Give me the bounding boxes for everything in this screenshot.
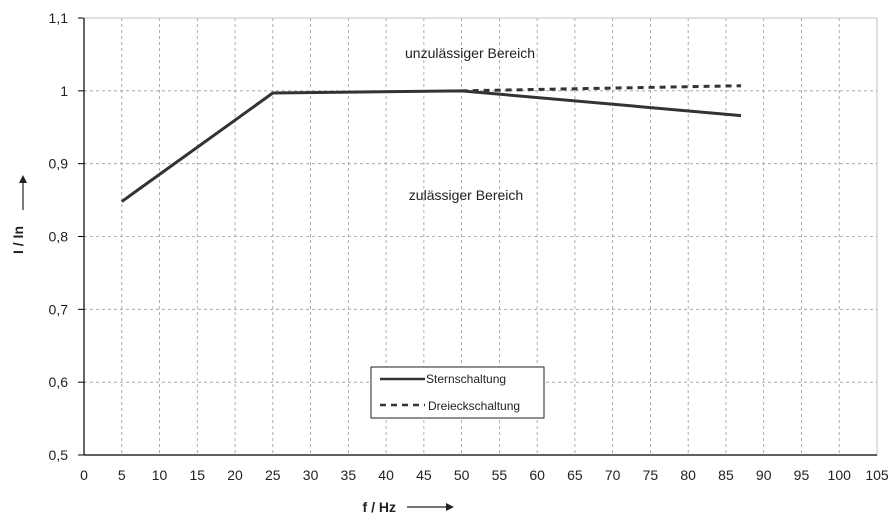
x-axis-arrow-icon <box>407 503 454 511</box>
x-tick-label: 75 <box>643 467 659 483</box>
y-tick-labels: 0,5 0,6 0,7 0,8 0,9 1 1,1 <box>49 10 69 463</box>
x-tick-label: 85 <box>718 467 734 483</box>
x-tick-label: 20 <box>227 467 243 483</box>
y-tick-label: 1,1 <box>49 10 69 26</box>
x-tick-label: 55 <box>492 467 508 483</box>
x-tick-label: 105 <box>865 467 889 483</box>
x-tick-label: 45 <box>416 467 432 483</box>
y-axis-arrow-icon <box>19 175 27 210</box>
x-tick-label: 15 <box>189 467 205 483</box>
legend-box <box>370 366 545 419</box>
x-axis-label: f / Hz <box>363 499 396 515</box>
annotation-zulaessig: zulässiger Bereich <box>409 187 523 203</box>
y-axis-title: I / In <box>10 175 27 254</box>
y-tick-label: 0,8 <box>49 229 69 245</box>
legend: Sternschaltung Dreieckschaltung <box>370 366 545 419</box>
x-tick-label: 25 <box>265 467 281 483</box>
series-lines <box>120 84 742 203</box>
x-tick-label: 50 <box>454 467 470 483</box>
x-tick-label: 95 <box>794 467 810 483</box>
series-line-dreieckschaltung <box>461 84 742 93</box>
x-tick-label: 10 <box>152 467 168 483</box>
y-tick-label: 1 <box>60 83 68 99</box>
series-line-sternschaltung <box>120 89 742 203</box>
x-tick-label: 80 <box>680 467 696 483</box>
legend-label-dreieckschaltung: Dreieckschaltung <box>428 399 520 413</box>
x-tick-label: 100 <box>828 467 852 483</box>
y-tick-label: 0,9 <box>49 156 69 172</box>
y-tick-label: 0,7 <box>49 301 69 317</box>
x-tick-label: 30 <box>303 467 319 483</box>
x-tick-label: 65 <box>567 467 583 483</box>
annotation-unzulaessig: unzulässiger Bereich <box>405 45 535 61</box>
y-tick-label: 0,6 <box>49 374 69 390</box>
y-axis-label: I / In <box>10 226 26 254</box>
x-tick-labels: 0 5 10 15 20 25 30 35 40 45 50 55 60 65 70 75 80 85 90 95 10… <box>80 467 889 483</box>
x-tick-label: 70 <box>605 467 621 483</box>
legend-label-sternschaltung: Sternschaltung <box>426 372 506 386</box>
x-tick-label: 60 <box>529 467 545 483</box>
x-tick-label: 5 <box>118 467 126 483</box>
x-tick-label: 90 <box>756 467 772 483</box>
axes <box>78 17 878 456</box>
x-tick-label: 0 <box>80 467 88 483</box>
x-tick-label: 35 <box>341 467 357 483</box>
y-tick-label: 0,5 <box>49 447 69 463</box>
x-tick-label: 40 <box>378 467 394 483</box>
x-axis-title: f / Hz <box>363 499 454 515</box>
